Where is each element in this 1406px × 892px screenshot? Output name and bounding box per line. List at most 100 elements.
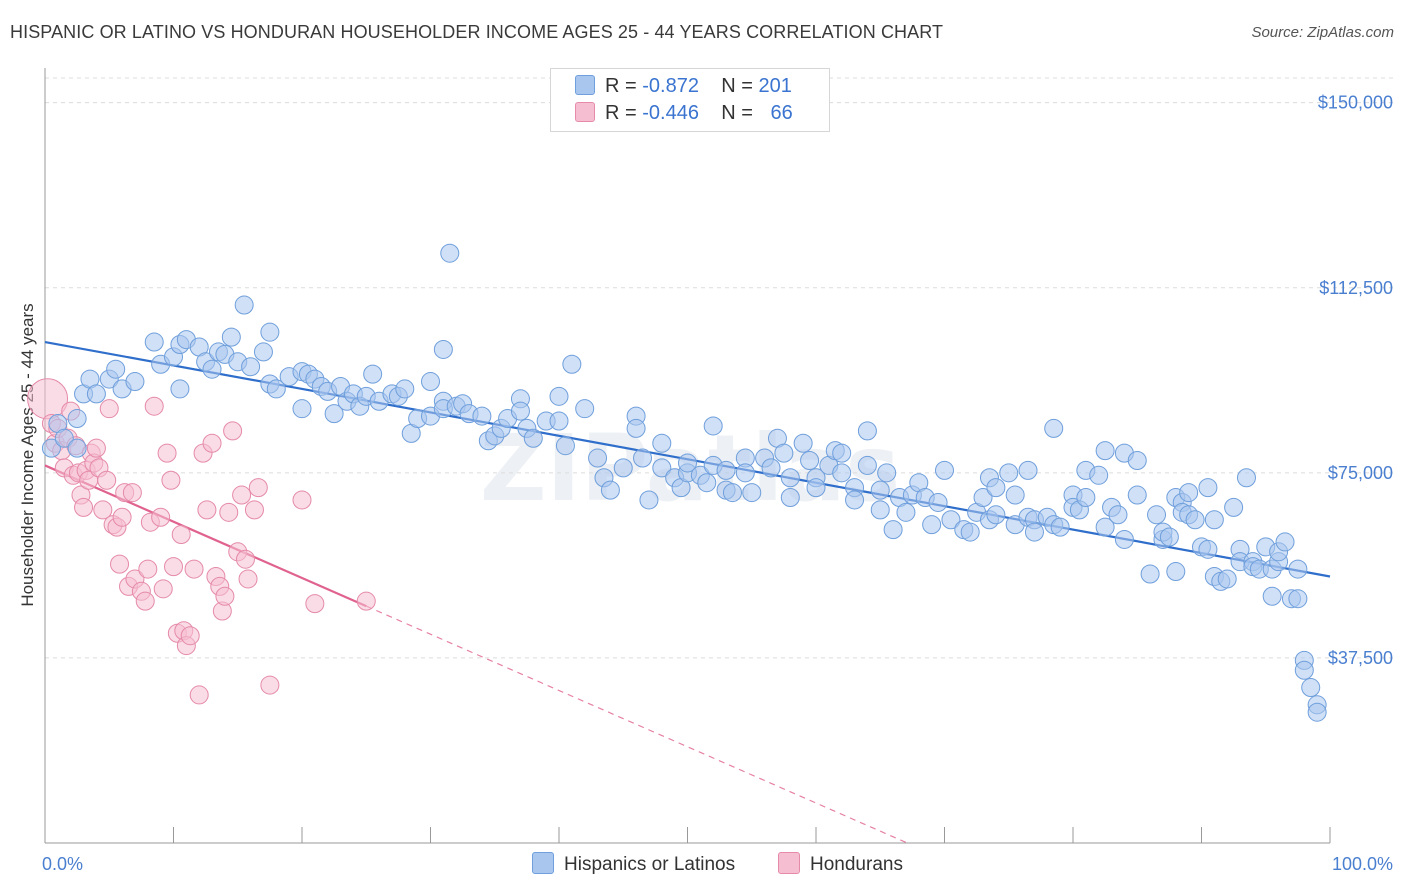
hispanic-point [1236, 468, 1256, 488]
hispanic-point [1114, 529, 1134, 549]
y-tick-labels: $37,500 $75,000 $112,500 $150,000 [1318, 93, 1393, 668]
hispanic-point [774, 443, 794, 463]
hispanic-point [793, 433, 813, 453]
hispanic-point [1018, 460, 1038, 480]
hispanic-point [1095, 441, 1115, 461]
hispanic-point [549, 386, 569, 406]
legend-n-label: N = [721, 102, 753, 124]
honduran-point [161, 470, 181, 490]
hispanic-point [1076, 488, 1096, 508]
honduran-point [157, 443, 177, 463]
honduran-point [248, 478, 268, 498]
hispanic-point [1288, 559, 1308, 579]
hispanic-point [144, 332, 164, 352]
legend-n-value: 66 [770, 102, 793, 124]
hispanic-point [472, 406, 492, 426]
legend-n-value: 201 [758, 75, 792, 97]
hispanic-point [941, 510, 961, 530]
hispanic-point [1224, 497, 1244, 517]
bottom-legend-label: Hispanics or Latinos [564, 854, 736, 875]
hispanic-point [806, 478, 826, 498]
bottom-legend-swatch-blue [532, 852, 554, 874]
hispanic-point [523, 428, 543, 448]
bottom-legend-hispanic: Hispanics or Latinos [532, 852, 735, 876]
hispanic-point [780, 488, 800, 508]
hispanic-point [510, 401, 530, 421]
honduran-trend-extension [366, 605, 908, 844]
legend-swatch-blue [575, 75, 595, 95]
hispanic-point [1294, 660, 1314, 680]
legend-row-hispanic: R = -0.872 N = 201 [575, 75, 792, 101]
hispanic-point [1275, 532, 1295, 552]
honduran-point [305, 594, 325, 614]
legend-r-label: R = [605, 102, 637, 124]
hispanic-point [292, 399, 312, 419]
hispanic-point [1108, 505, 1128, 525]
honduran-point [164, 557, 183, 577]
hispanic-point [600, 480, 620, 500]
hispanic-point [575, 399, 595, 419]
hispanic-point [67, 438, 87, 458]
hispanic-point [1217, 569, 1237, 589]
hispanic-point [761, 458, 781, 478]
hispanic-point [260, 322, 280, 342]
hispanic-point [562, 354, 582, 374]
hispanic-point [896, 502, 916, 522]
hispanic-point [960, 522, 980, 542]
hispanic-point [1024, 522, 1044, 542]
hispanic-point [742, 483, 762, 503]
honduran-point [223, 421, 243, 441]
hispanic-point [678, 453, 697, 473]
hispanic-point [241, 357, 261, 377]
hispanic-point [1166, 562, 1186, 582]
honduran-point [292, 490, 312, 510]
honduran-point [74, 497, 94, 517]
hispanic-point [1095, 517, 1115, 537]
honduran-point [112, 507, 132, 527]
honduran-point [122, 483, 142, 503]
hispanic-point [266, 379, 286, 399]
honduran-point [97, 470, 117, 490]
hispanic-point [870, 500, 890, 520]
honduran-point [171, 525, 191, 545]
hispanic-point [703, 416, 723, 436]
hispanic-point [1185, 510, 1205, 530]
honduran-point [180, 626, 200, 646]
hispanic-point [626, 418, 646, 438]
honduran-point [153, 579, 173, 599]
bottom-legend-label: Hondurans [810, 854, 903, 875]
hispanic-point [633, 448, 653, 468]
hispanic-point [832, 463, 852, 483]
hispanic-point [652, 458, 672, 478]
legend-r-value: -0.446 [642, 102, 699, 124]
honduran-point [110, 554, 130, 574]
hispanic-point [440, 243, 460, 263]
legend-r-value: -0.872 [642, 75, 699, 97]
hispanic-point [324, 404, 344, 424]
hispanic-point [697, 473, 717, 493]
hispanic-point [780, 468, 800, 488]
hispanic-point [395, 379, 415, 399]
hispanic-point [639, 490, 659, 510]
honduran-point [232, 485, 252, 505]
hispanic-point [588, 448, 608, 468]
hispanic-point [857, 455, 877, 475]
honduran-point [244, 500, 264, 520]
hispanic-point [883, 520, 903, 540]
honduran-point [202, 433, 222, 453]
hispanic-point [41, 438, 61, 458]
hispanic-point [845, 490, 865, 510]
hispanic-point [363, 364, 383, 384]
chart-title: HISPANIC OR LATINO VS HONDURAN HOUSEHOLD… [10, 22, 944, 42]
hispanic-point [1005, 485, 1025, 505]
hispanic-points [41, 243, 1327, 722]
hispanic-point [1198, 539, 1218, 559]
hispanic-point [1127, 451, 1147, 470]
hispanic-point [421, 372, 440, 392]
y-tick-label: $37,500 [1328, 648, 1393, 668]
hispanic-point [857, 421, 877, 441]
honduran-point [99, 399, 119, 419]
hispanic-point [716, 460, 736, 480]
hispanic-point [1262, 586, 1282, 606]
honduran-point [219, 502, 239, 522]
